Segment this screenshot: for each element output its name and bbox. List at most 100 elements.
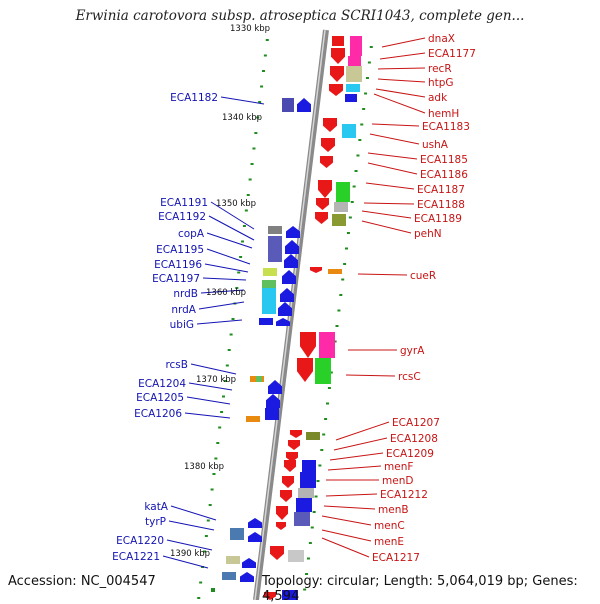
gene-arrow-reverse bbox=[280, 288, 294, 302]
gene-label-eca1183: ECA1183 bbox=[422, 121, 470, 133]
gene-box bbox=[265, 408, 279, 420]
leader-line bbox=[345, 374, 396, 377]
gene-label-eca1220: ECA1220 bbox=[116, 535, 164, 547]
gene-label-mene: menE bbox=[374, 536, 404, 548]
gene-arrow-reverse bbox=[248, 532, 262, 542]
leader-line bbox=[361, 210, 412, 219]
gene-arrow-reverse bbox=[240, 572, 254, 582]
leader-line bbox=[329, 452, 384, 461]
gene-arrow-forward bbox=[288, 440, 300, 450]
gene-box bbox=[332, 214, 346, 226]
gene-arrow-forward bbox=[320, 156, 333, 168]
gene-box bbox=[262, 288, 276, 302]
leader-line bbox=[377, 78, 426, 83]
gene-label-eca1196: ECA1196 bbox=[154, 259, 202, 271]
gene-arrow-forward bbox=[321, 138, 335, 152]
gene-label-menb: menB bbox=[378, 504, 409, 516]
tick-label: 1390 kbp bbox=[170, 549, 210, 559]
leader-line bbox=[206, 232, 253, 249]
gene-arrow-reverse bbox=[242, 558, 256, 568]
leader-line bbox=[365, 182, 415, 190]
leader-line bbox=[361, 220, 412, 234]
gene-label-eca1197: ECA1197 bbox=[152, 273, 200, 285]
gene-arrow-reverse bbox=[268, 380, 282, 394]
gene-arrow-forward bbox=[280, 490, 292, 502]
gene-box bbox=[336, 182, 350, 202]
tick-label: 1350 kbp bbox=[216, 199, 256, 209]
tick-labels: 1330 kbp 1340 kbp 1350 kbp 1360 kbp 1370 kbp… bbox=[170, 24, 270, 559]
gene-label-eca1221: ECA1221 bbox=[112, 551, 160, 563]
leader-line bbox=[188, 382, 233, 391]
gene-box bbox=[211, 588, 215, 592]
gene-label-menf: menF bbox=[384, 461, 413, 473]
gene-features bbox=[211, 36, 362, 600]
gene-label-nrda: nrdA bbox=[171, 304, 196, 316]
gene-box bbox=[288, 550, 304, 562]
gene-label-ubig: ubiG bbox=[170, 319, 194, 331]
gene-arrow-forward bbox=[318, 180, 332, 198]
leader-line bbox=[325, 493, 378, 497]
gene-label-rcsb: rcsB bbox=[165, 359, 188, 371]
gene-box bbox=[262, 302, 276, 314]
gene-box bbox=[328, 269, 342, 274]
leader-line bbox=[204, 263, 249, 273]
gene-box bbox=[226, 556, 240, 564]
gene-box bbox=[315, 358, 331, 384]
leader-line bbox=[208, 215, 255, 241]
leader-line bbox=[196, 319, 243, 325]
gene-arrow-reverse bbox=[285, 240, 299, 254]
gene-box bbox=[346, 66, 362, 82]
gene-arrow-forward bbox=[290, 430, 302, 438]
gene-label-gyra: gyrA bbox=[400, 345, 425, 357]
gene-label-eca1191: ECA1191 bbox=[160, 197, 208, 209]
gene-arrow-reverse bbox=[278, 302, 292, 316]
gene-label-eca1195: ECA1195 bbox=[156, 244, 204, 256]
gene-label-rcsc: rcsC bbox=[398, 371, 421, 383]
map-title: Erwinia carotovora subsp. atroseptica SC… bbox=[75, 8, 525, 24]
tick-label: 1360 kbp bbox=[206, 288, 246, 298]
gene-box bbox=[302, 460, 316, 472]
gene-label-tyrp: tyrP bbox=[145, 516, 166, 528]
leader-line bbox=[166, 539, 213, 551]
gene-arrow-reverse bbox=[276, 318, 290, 326]
leader-line bbox=[190, 363, 237, 375]
gene-label-eca1177: ECA1177 bbox=[428, 48, 476, 60]
leader-line bbox=[323, 505, 376, 510]
gene-box bbox=[222, 572, 236, 580]
tick-label: 1370 kbp bbox=[196, 375, 236, 385]
gene-box bbox=[294, 512, 310, 526]
gene-label-eca1206: ECA1206 bbox=[134, 408, 182, 420]
gene-label-dnax: dnaX bbox=[428, 33, 455, 45]
gene-label-eca1208: ECA1208 bbox=[390, 433, 438, 445]
gene-arrow-forward bbox=[276, 522, 286, 530]
gene-box bbox=[246, 416, 260, 422]
leader-line bbox=[321, 529, 372, 542]
gene-box bbox=[268, 226, 282, 234]
gene-label-cuer: cueR bbox=[410, 270, 436, 282]
leader-line bbox=[198, 301, 245, 310]
gene-arrow-forward bbox=[315, 212, 328, 224]
gene-box bbox=[300, 472, 316, 488]
gene-label-pehn: pehN bbox=[414, 228, 442, 240]
gene-box bbox=[346, 84, 360, 92]
gene-arrow-forward bbox=[331, 48, 345, 64]
gene-arrow-reverse bbox=[286, 226, 300, 238]
tick-label: 1340 kbp bbox=[222, 113, 262, 123]
leader-line bbox=[220, 96, 265, 105]
gene-label-eca1192: ECA1192 bbox=[158, 211, 206, 223]
leader-line bbox=[357, 273, 408, 276]
leader-line bbox=[333, 437, 388, 451]
gene-label-adk: adk bbox=[428, 92, 448, 104]
gene-label-recr: recR bbox=[428, 63, 452, 75]
gene-label-eca1185: ECA1185 bbox=[420, 154, 468, 166]
gene-arrow-forward bbox=[276, 506, 288, 520]
leader-line bbox=[367, 152, 418, 160]
gene-arrow-reverse bbox=[284, 254, 298, 268]
gene-box bbox=[282, 98, 294, 112]
gene-box bbox=[345, 94, 357, 102]
leader-line bbox=[184, 412, 231, 419]
gene-arrow-forward bbox=[282, 476, 294, 488]
gene-arrow-forward bbox=[264, 592, 276, 600]
